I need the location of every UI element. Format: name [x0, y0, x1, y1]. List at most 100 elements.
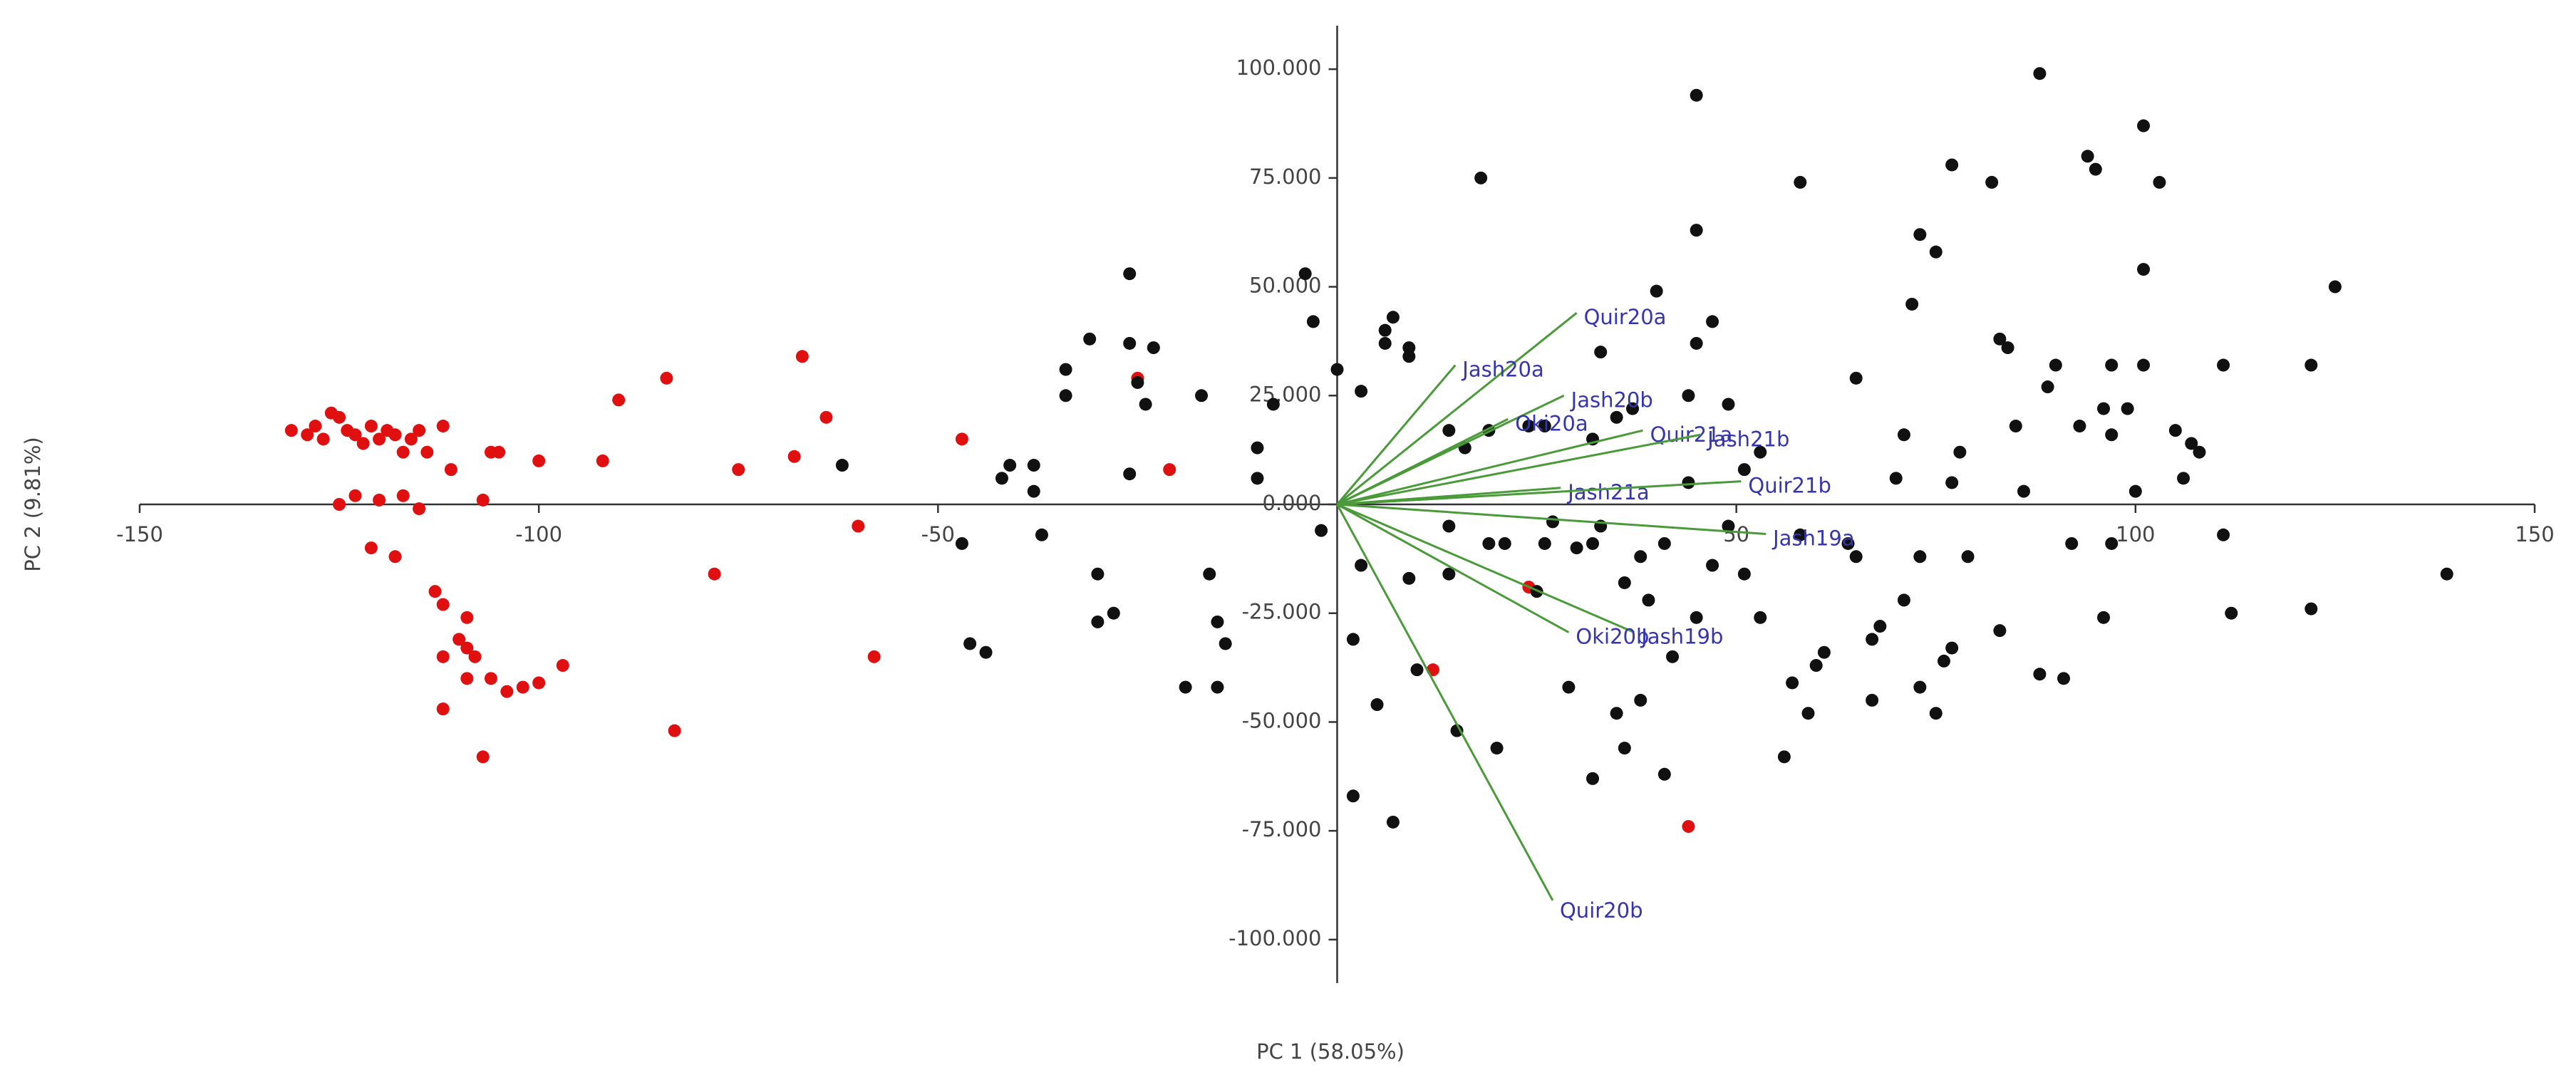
score-point: [2033, 668, 2047, 681]
loading-vector: [1337, 503, 1767, 536]
score-point: [2177, 472, 2190, 485]
score-point: [1570, 541, 1583, 555]
loading-vector: [1336, 417, 1509, 506]
score-point: [2305, 358, 2318, 372]
score-point: [1777, 750, 1791, 764]
score-point: [819, 410, 833, 424]
score-point: [2017, 484, 2030, 498]
score-point: [2305, 602, 2318, 616]
score-point: [2073, 420, 2086, 433]
score-point: [1794, 175, 1807, 189]
score-point: [2097, 402, 2111, 415]
score-point: [356, 437, 370, 450]
score-point: [1961, 550, 1975, 564]
score-point: [460, 641, 474, 655]
x-tick-label: 100: [2116, 522, 2155, 546]
score-point: [452, 633, 466, 646]
score-point: [436, 650, 450, 663]
score-point: [460, 672, 474, 685]
score-point: [1330, 363, 1344, 376]
score-point: [1298, 267, 1312, 281]
score-point: [1315, 524, 1328, 537]
score-point: [1490, 742, 1504, 755]
score-point: [2041, 380, 2054, 394]
score-point: [1634, 693, 1647, 707]
score-point: [2105, 358, 2119, 372]
score-point: [1945, 641, 1959, 655]
score-point: [1913, 680, 1927, 694]
loading-vector: [1337, 480, 1742, 506]
score-point: [2105, 428, 2119, 442]
score-point: [1722, 519, 1735, 533]
x-tick-label: -100: [515, 522, 562, 546]
score-point: [1706, 559, 1719, 572]
score-point: [1203, 567, 1216, 581]
score-point: [1450, 724, 1464, 737]
score-point: [1538, 420, 1551, 433]
score-point: [1682, 476, 1695, 489]
x-tick-label: -150: [116, 522, 163, 546]
loading-vector: [1337, 433, 1701, 506]
score-point: [2328, 280, 2342, 294]
score-point: [1706, 315, 1719, 328]
loading-label: Jash20a: [1461, 358, 1544, 382]
score-point: [556, 659, 569, 673]
loading-vector: [1337, 429, 1643, 506]
score-point: [373, 493, 386, 507]
loading-label: Quir21b: [1748, 474, 1831, 498]
y-tick-label: -75.000: [1242, 817, 1322, 841]
score-point: [1682, 820, 1695, 834]
score-point: [1346, 633, 1360, 646]
score-point: [1586, 772, 1600, 785]
loading-label: Jash20b: [1570, 388, 1653, 412]
score-point: [396, 445, 410, 459]
score-point: [2440, 567, 2453, 581]
score-point: [1410, 663, 1424, 677]
score-point: [2137, 119, 2151, 133]
score-point: [2057, 672, 2071, 685]
loading-label: Jash21b: [1706, 427, 1789, 451]
score-point: [1873, 620, 1887, 633]
score-point: [1610, 707, 1623, 720]
score-point: [373, 432, 386, 446]
score-point: [413, 502, 426, 516]
score-point: [468, 650, 482, 663]
score-point: [1251, 472, 1264, 485]
score-point: [1091, 567, 1105, 581]
score-point: [1737, 463, 1751, 477]
score-point: [516, 680, 529, 694]
y-tick-label: 75.000: [1249, 165, 1321, 189]
score-point: [2065, 536, 2079, 550]
score-point: [364, 541, 378, 555]
score-point: [1682, 389, 1695, 403]
score-point: [2009, 420, 2022, 433]
y-tick-label: -50.000: [1242, 708, 1322, 732]
score-point: [1355, 385, 1368, 398]
score-point: [1929, 245, 1943, 259]
score-point: [1346, 789, 1360, 803]
score-point: [436, 598, 450, 611]
score-point: [1618, 742, 1631, 755]
score-point: [1474, 171, 1488, 185]
score-point: [1035, 528, 1048, 541]
score-point: [364, 420, 378, 433]
score-point: [1913, 550, 1927, 564]
y-tick-label: -100.000: [1228, 926, 1321, 950]
score-point: [1650, 284, 1663, 298]
score-point: [1163, 463, 1176, 477]
score-point: [492, 445, 506, 459]
score-point: [1139, 398, 1152, 411]
score-point: [1131, 375, 1144, 389]
score-point: [1610, 410, 1623, 424]
score-point: [1059, 389, 1072, 403]
score-point: [500, 685, 514, 698]
score-point: [955, 536, 968, 550]
score-point: [1123, 467, 1137, 481]
score-point: [436, 702, 450, 716]
score-point: [1937, 654, 1950, 668]
score-point: [1841, 536, 1855, 550]
score-point: [1618, 576, 1631, 589]
score-point: [1027, 484, 1040, 498]
score-point: [1219, 637, 1232, 650]
score-point: [852, 519, 865, 533]
